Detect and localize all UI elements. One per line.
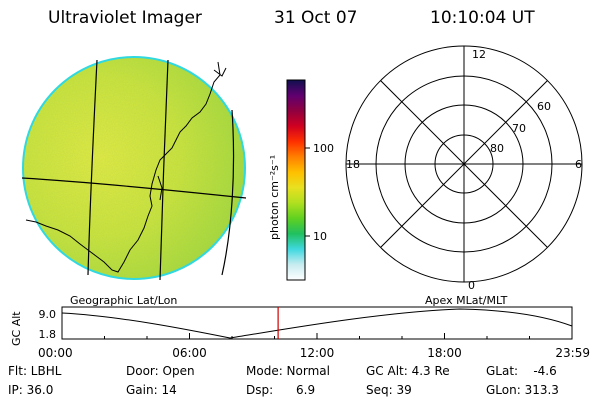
colorbar-tick-label-10: 10 [313,230,327,243]
dsp-info: Dsp: 6.9 [246,383,316,397]
timeline-tick-label: 23:59 [555,346,590,360]
geo-panel-label: Geographic Lat/Lon [70,294,177,307]
colorbar [286,79,306,281]
timeline-tick-label: 12:00 [300,346,335,360]
timeline-panel [61,306,573,340]
timeline-tick-label: 06:00 [172,346,207,360]
date-label: 31 Oct 07 [274,8,358,28]
seq-info: Seq: 39 [366,383,412,397]
lat-lon-grid-lines [21,59,247,281]
polar-panel-label: Apex MLat/MLT [425,294,508,307]
timeline-ylabel: GC Alt [10,311,23,346]
earth-disk-image [22,56,246,280]
timeline-tick-label: 00:00 [38,346,73,360]
polar-plot [345,45,583,283]
instrument-title: Ultraviolet Imager [48,8,202,28]
time-label: 10:10:04 UT [430,8,535,28]
glat-info: GLat: -4.6 [486,364,557,378]
mlt-label-6: 6 [575,158,582,171]
mlat-label-80: 80 [490,142,504,155]
filter-info: Flt: LBHL [8,364,62,378]
timeline-ymax: 9.0 [39,308,57,321]
altitude-curve [61,308,573,339]
mlt-label-12: 12 [472,48,486,61]
mode-info: Mode: Normal [246,364,330,378]
mlt-label-0: 0 [468,279,475,292]
gain-info: Gain: 14 [126,383,177,397]
glon-info: GLon: 313.3 [486,383,559,397]
disk-noise [23,57,245,279]
ip-info: IP: 36.0 [8,383,54,397]
mlat-label-60: 60 [537,100,551,113]
mlt-label-18: 18 [346,158,360,171]
mlat-label-70: 70 [512,122,526,135]
disk-edge [22,56,246,280]
colorbar-label: photon cm⁻²s⁻¹ [268,155,281,240]
timeline-ticks [61,333,573,339]
door-info: Door: Open [126,364,195,378]
coastline-lines [25,61,227,273]
polar-diagonal-2 [380,80,548,248]
timeline-ymin: 1.8 [39,328,57,341]
timeline-tick-label: 18:00 [427,346,462,360]
timeline-tick-labels: 00:00 06:00 12:00 18:00 23:59 [38,346,590,360]
colorbar-tick-label-100: 100 [313,142,334,155]
gc-alt-info: GC Alt: 4.3 Re [366,364,450,378]
